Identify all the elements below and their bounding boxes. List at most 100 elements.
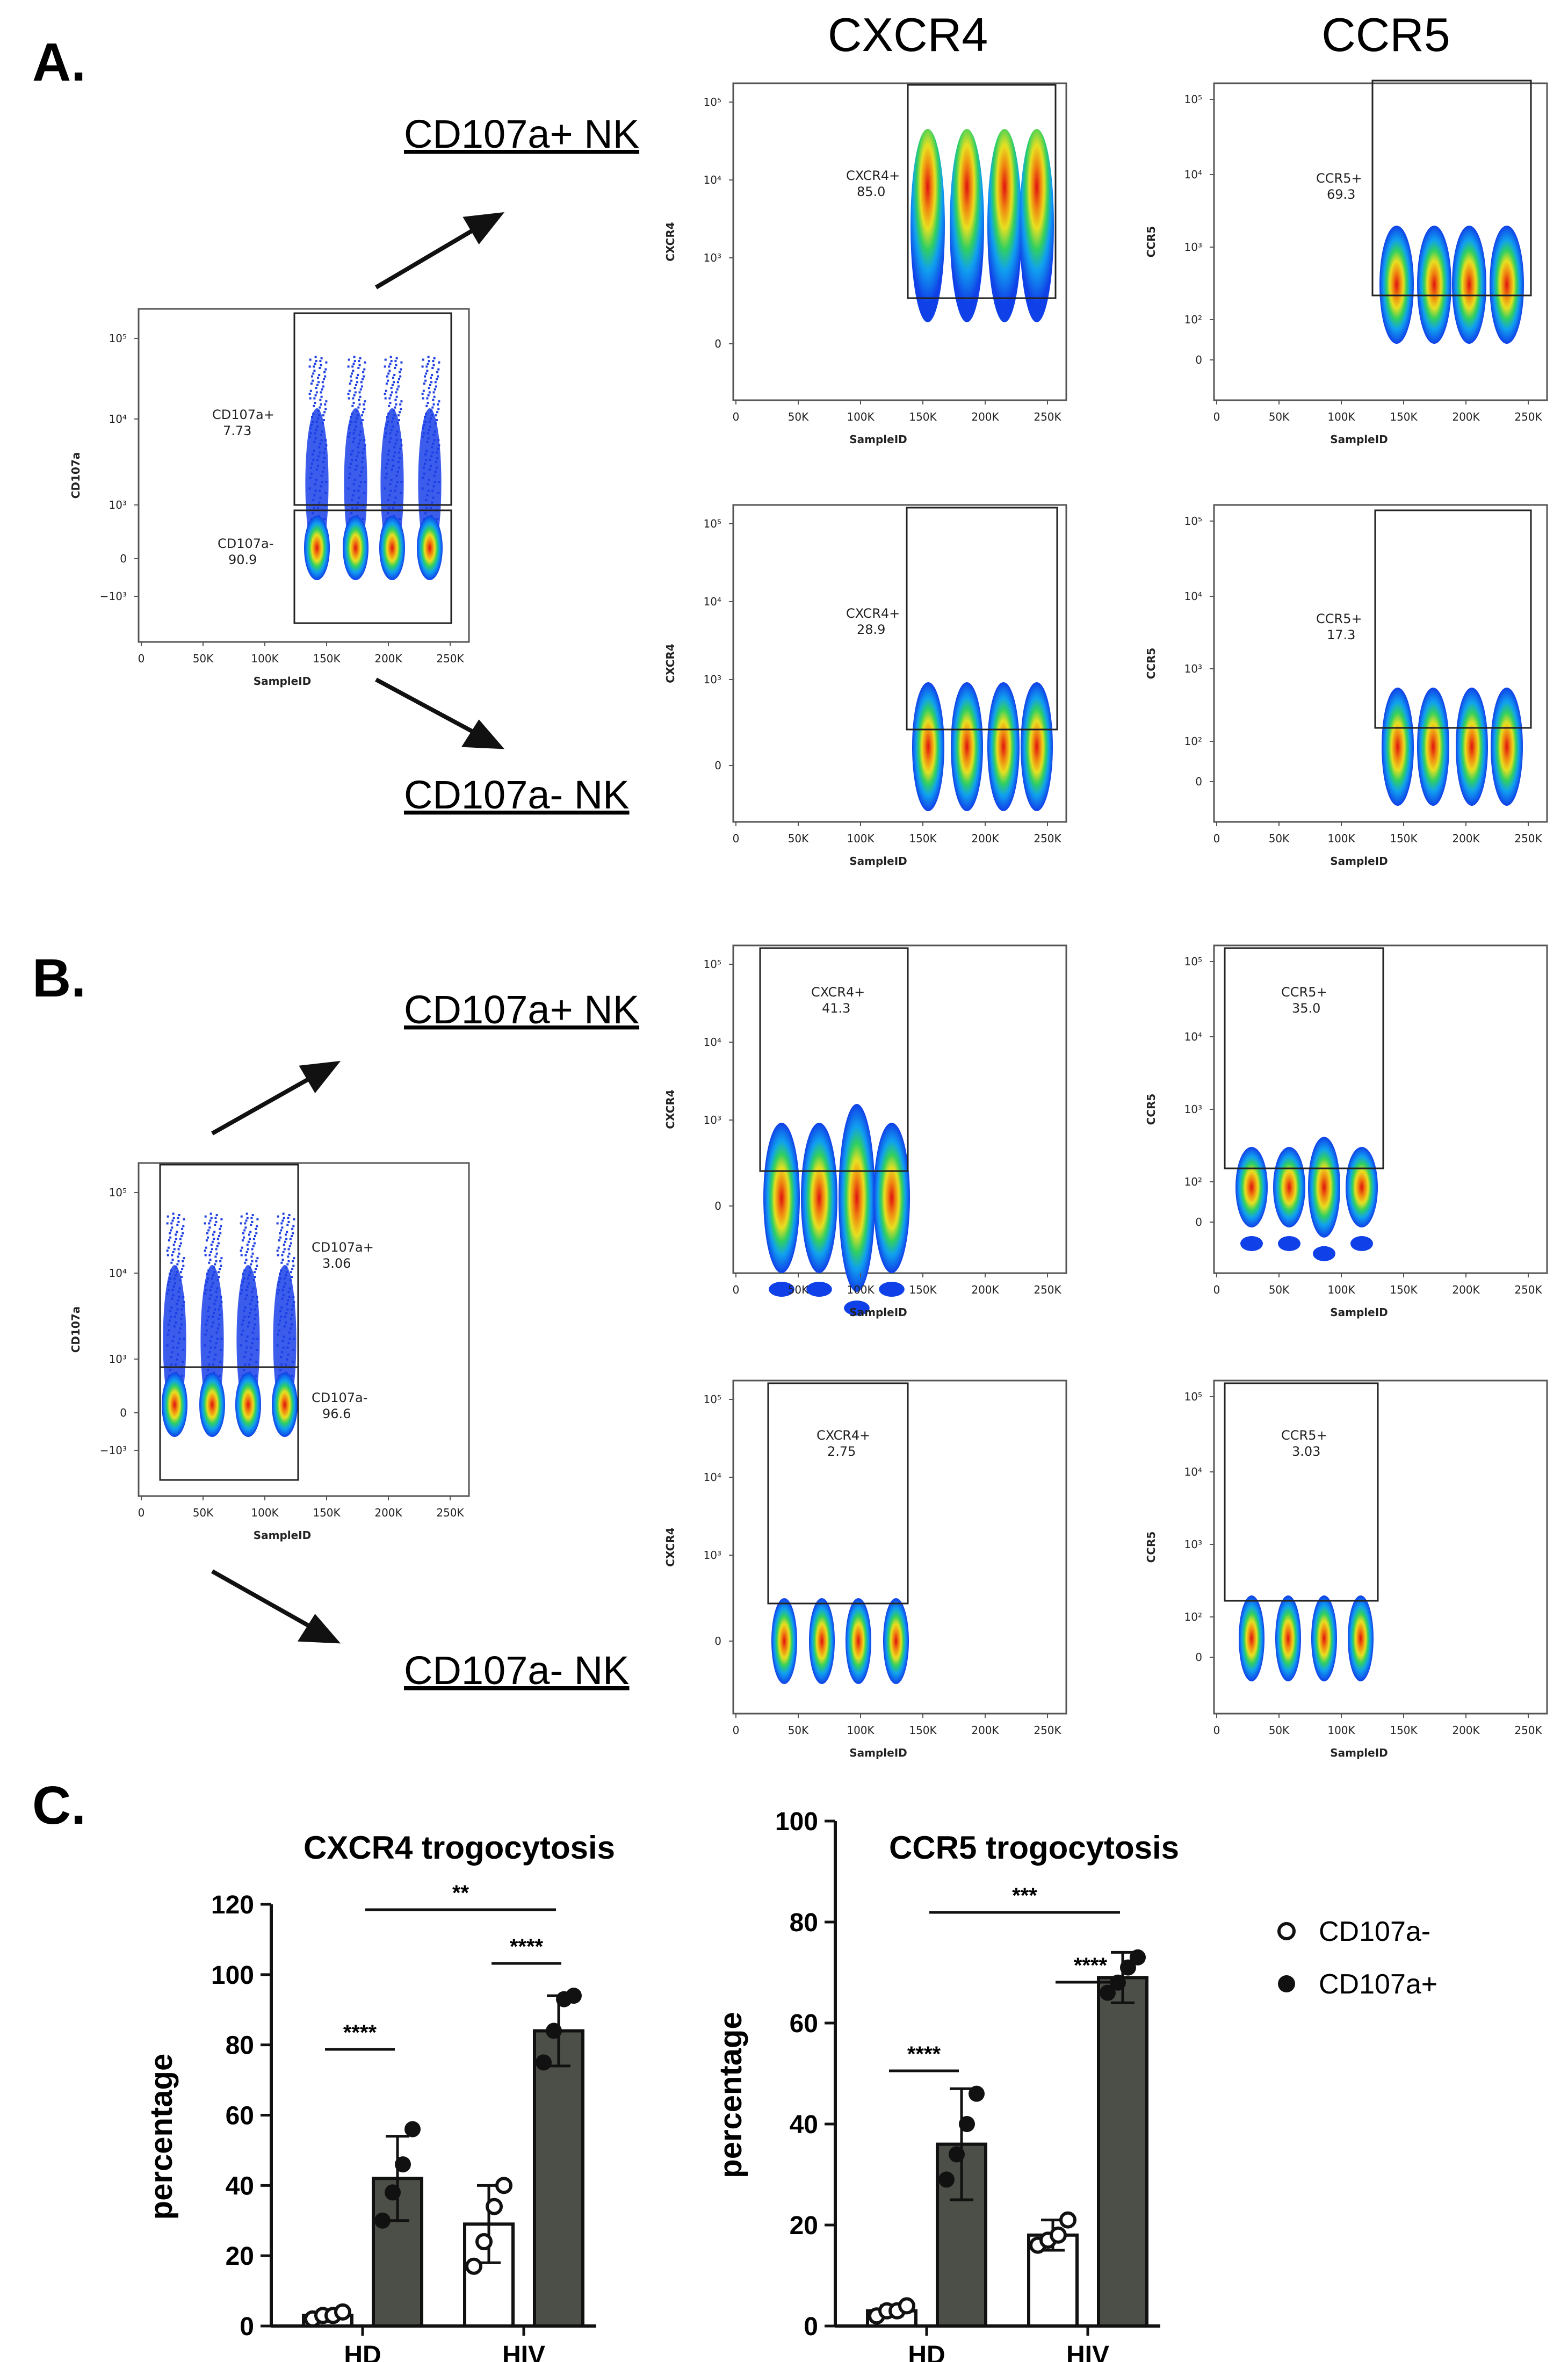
event-dot [399,411,401,414]
event-dot [256,1265,258,1267]
event-dot [321,388,323,391]
event-dot [213,1231,216,1233]
event-dot [282,1251,285,1253]
event-dot [183,1257,185,1260]
x-axis-label: SampleID [849,433,907,446]
panel-label-c: C. [32,1775,86,1836]
event-dot [256,1225,258,1227]
y-tick-label: 40 [790,2111,818,2139]
bar-chart-1: CXCR4 trogocytosis 0 20 40 60 80 100 120 percent… [144,1830,615,2362]
event-dot [313,404,315,407]
event-dot [166,1249,169,1252]
significance-label: *** [1012,1884,1037,1908]
gate-CCR5+ [1371,80,1532,297]
event-dot [356,381,359,384]
event-dot [166,1222,169,1225]
x-tick-label: 200K [1452,832,1480,845]
event-dot [358,360,360,363]
event-dot [219,1260,222,1262]
y-axis-label: CCR5 [1145,648,1158,680]
event-dot [426,370,429,372]
event-dot [244,1261,247,1264]
event-dot [347,365,350,368]
y-tick-label: 10⁴ [1184,1030,1202,1043]
event-dot [429,384,431,386]
x-tick-label: 150K [1390,1724,1418,1737]
event-dot [322,385,324,388]
event-dot [438,400,440,403]
event-dot [171,1259,174,1261]
event-density-blob [1348,1595,1374,1681]
event-dot [216,1238,219,1240]
event-dot [169,1236,172,1239]
event-dot [281,1226,284,1229]
y-tick-label: 10² [1184,1610,1202,1623]
y-axis-label: CCR5 [1145,1532,1158,1563]
event-dot [364,400,366,403]
event-dot [291,1268,294,1270]
x-tick-label: 200K [1452,410,1480,423]
event-dot [364,361,366,364]
event-density-blob-low [844,1301,870,1316]
event-dot [205,1246,207,1249]
event-density-blob-low [769,1282,794,1297]
event-dot [436,378,438,381]
flow-plot-B-ccr5-neg: CCR5+3.03 0 50K 100K 150K 200K 250K SampleID 10⁵… [1145,1379,1548,1759]
event-dot [389,356,392,358]
x-tick-label: 0 [733,1724,740,1737]
gate-CCR5+ [1374,509,1532,729]
event-dot [289,1238,292,1240]
column-header-ccr5: CCR5 [1321,8,1450,61]
event-dot [245,1212,248,1215]
event-dot [288,1214,291,1217]
event-dot [171,1254,174,1256]
data-point [486,2198,503,2215]
event-dot [422,389,425,392]
data-point [395,2156,411,2173]
gate-label-name: CCR5+ [1281,985,1327,1000]
event-dot [362,378,364,381]
event-dot [247,1248,249,1251]
x-tick-label: 200K [971,410,999,423]
x-tick-label: 100K [251,1506,279,1519]
chart-title: CXCR4 trogocytosis [304,1830,615,1866]
y-tick-label: 10³ [704,1549,721,1562]
event-dot [250,1263,252,1266]
flow-plot-frame [1213,504,1548,823]
y-tick-label: 120 [211,1891,254,1919]
y-tick-label: 10⁴ [1184,590,1202,603]
event-dot [245,1259,248,1261]
x-axis-label: SampleID [254,1529,312,1542]
event-dot [287,1220,290,1223]
event-dot [323,419,325,422]
event-density-blob [1417,226,1451,344]
event-dot [323,371,326,373]
event-dot [291,1235,293,1238]
x-tick-label: 250K [1514,410,1542,423]
event-dot [424,375,426,378]
event-dot [392,377,394,379]
event-dot [320,357,323,360]
event-dot [348,358,350,361]
x-tick-label: 200K [971,832,999,845]
event-dot [278,1239,280,1242]
event-density-blob-low [1278,1236,1300,1251]
event-dot [358,391,361,394]
event-dot [249,1231,252,1233]
event-dot [287,1260,290,1262]
y-tick-label: 10² [1184,313,1202,326]
chart-title: CCR5 trogocytosis [889,1830,1179,1866]
event-dot [312,379,314,382]
bar-CD107a+-HIV [1097,1976,1148,2328]
event-dot [348,397,350,400]
x-tick-label: 150K [313,1506,341,1519]
event-dot [428,391,431,394]
arrow-b-up-head [299,1060,341,1094]
x-tick-label: 250K [1034,1283,1061,1296]
event-dot [170,1229,172,1232]
event-density-blob [912,682,944,811]
x-tick-label: 100K [1327,1724,1355,1737]
x-tick-label: 50K [788,1724,809,1737]
event-dot [241,1246,243,1249]
event-dot [388,370,391,372]
